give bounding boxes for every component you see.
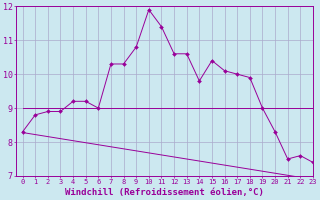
X-axis label: Windchill (Refroidissement éolien,°C): Windchill (Refroidissement éolien,°C): [65, 188, 264, 197]
